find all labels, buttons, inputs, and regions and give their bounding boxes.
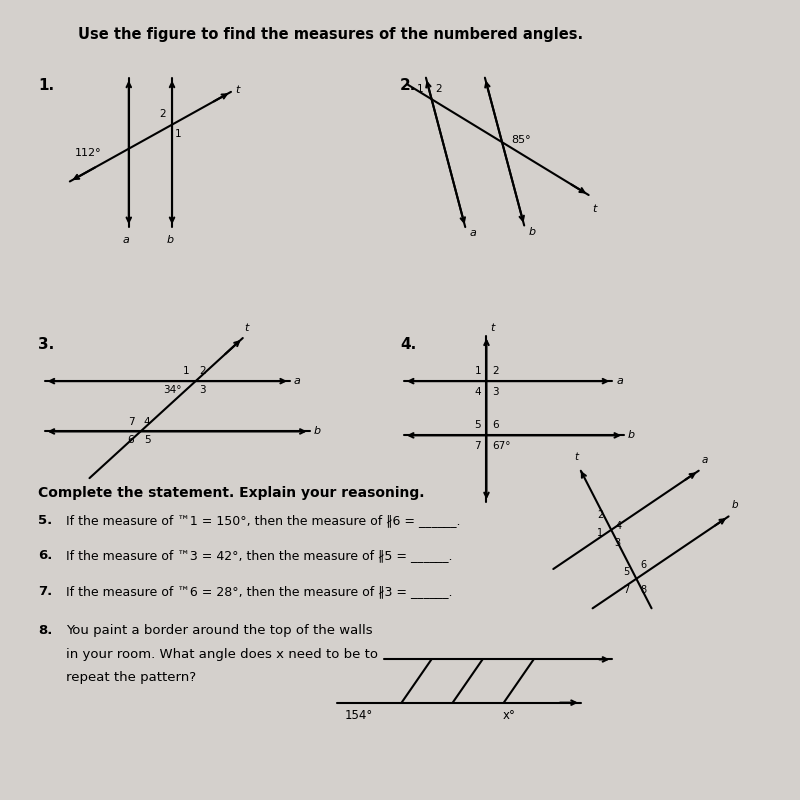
Text: t: t: [490, 323, 494, 333]
Text: 1.: 1.: [38, 78, 54, 93]
Text: 8: 8: [640, 585, 646, 594]
Text: 2.: 2.: [400, 78, 416, 93]
Text: 4: 4: [474, 386, 481, 397]
Text: b: b: [732, 500, 738, 510]
Text: 67°: 67°: [492, 441, 510, 451]
Text: 6.: 6.: [38, 550, 53, 562]
Text: 3: 3: [614, 538, 621, 548]
Text: 5: 5: [623, 566, 630, 577]
Text: a: a: [123, 235, 130, 245]
Text: 1: 1: [182, 366, 190, 377]
Text: 154°: 154°: [345, 709, 374, 722]
Text: 5: 5: [144, 435, 150, 446]
Text: 2: 2: [435, 85, 442, 94]
Text: b: b: [314, 426, 321, 437]
Text: If the measure of ™1 = 150°, then the measure of ∦6 = ______.: If the measure of ™1 = 150°, then the me…: [66, 514, 461, 527]
Text: t: t: [574, 452, 578, 462]
Text: in your room. What angle does x need to be to: in your room. What angle does x need to …: [66, 648, 378, 661]
Text: 1: 1: [417, 85, 424, 94]
Text: b: b: [528, 227, 535, 237]
Text: a: a: [616, 376, 623, 386]
Text: 5.: 5.: [38, 514, 53, 527]
Text: Complete the statement. Explain your reasoning.: Complete the statement. Explain your rea…: [38, 486, 425, 501]
Text: 7.: 7.: [38, 585, 53, 598]
Text: b: b: [166, 235, 174, 245]
Text: 2: 2: [597, 510, 603, 521]
Text: t: t: [235, 85, 239, 94]
Text: x°: x°: [502, 709, 515, 722]
Text: 2: 2: [159, 109, 166, 119]
Text: 3.: 3.: [38, 337, 54, 352]
Text: a: a: [294, 376, 301, 386]
Text: t: t: [244, 322, 249, 333]
Text: 112°: 112°: [74, 148, 102, 158]
Text: Use the figure to find the measures of the numbered angles.: Use the figure to find the measures of t…: [78, 26, 583, 42]
Text: 3: 3: [492, 386, 498, 397]
Text: 4: 4: [144, 417, 150, 426]
Text: 85°: 85°: [511, 134, 531, 145]
Text: If the measure of ™6 = 28°, then the measure of ∦3 = ______.: If the measure of ™6 = 28°, then the mea…: [66, 585, 453, 598]
Text: 5: 5: [474, 420, 481, 430]
Text: 3: 3: [198, 385, 206, 395]
Text: 1: 1: [474, 366, 481, 376]
Text: 34°: 34°: [163, 385, 182, 395]
Text: 4: 4: [616, 522, 622, 531]
Text: a: a: [702, 454, 708, 465]
Text: t: t: [593, 204, 597, 214]
Text: 8.: 8.: [38, 624, 53, 637]
Text: 7: 7: [623, 585, 630, 594]
Text: 7: 7: [474, 441, 481, 451]
Text: b: b: [628, 430, 635, 440]
Text: 6: 6: [640, 561, 646, 570]
Text: 1: 1: [598, 528, 603, 538]
Text: 6: 6: [492, 420, 498, 430]
Text: You paint a border around the top of the walls: You paint a border around the top of the…: [66, 624, 373, 637]
Text: If the measure of ™3 = 42°, then the measure of ∦5 = ______.: If the measure of ™3 = 42°, then the mea…: [66, 550, 453, 562]
Text: 4.: 4.: [400, 337, 416, 352]
Text: 6: 6: [128, 435, 134, 446]
Text: repeat the pattern?: repeat the pattern?: [66, 671, 196, 684]
Text: 7: 7: [128, 417, 134, 426]
Text: 1: 1: [175, 129, 182, 138]
Text: 2: 2: [198, 366, 206, 377]
Text: a: a: [469, 229, 476, 238]
Text: 2: 2: [492, 366, 498, 376]
